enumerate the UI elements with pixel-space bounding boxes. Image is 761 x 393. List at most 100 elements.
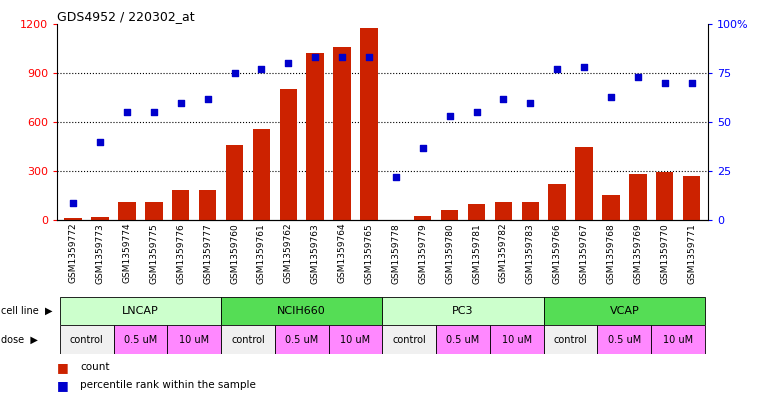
Bar: [543, 325, 597, 354]
Text: GSM1359769: GSM1359769: [633, 223, 642, 283]
Bar: [360, 28, 377, 220]
Text: GDS4952 / 220302_at: GDS4952 / 220302_at: [57, 10, 195, 23]
Text: percentile rank within the sample: percentile rank within the sample: [80, 380, 256, 390]
Bar: [167, 325, 221, 354]
Text: count: count: [80, 362, 110, 373]
Point: [605, 94, 617, 100]
Bar: [199, 190, 216, 220]
Bar: [145, 202, 163, 220]
Bar: [65, 218, 82, 220]
Bar: [651, 325, 705, 354]
Point: [148, 109, 160, 116]
Bar: [221, 297, 382, 325]
Text: GSM1359776: GSM1359776: [177, 223, 185, 283]
Bar: [549, 184, 566, 220]
Bar: [275, 325, 329, 354]
Text: GSM1359781: GSM1359781: [472, 223, 481, 283]
Point: [686, 80, 698, 86]
Bar: [656, 172, 673, 220]
Text: 10 uM: 10 uM: [179, 334, 209, 345]
Point: [336, 54, 349, 61]
Text: GSM1359780: GSM1359780: [445, 223, 454, 283]
Point: [94, 139, 107, 145]
Text: cell line  ▶: cell line ▶: [1, 306, 53, 316]
Bar: [253, 129, 270, 220]
Text: 0.5 uM: 0.5 uM: [124, 334, 157, 345]
Point: [524, 99, 537, 106]
Bar: [436, 325, 490, 354]
Text: GSM1359768: GSM1359768: [607, 223, 616, 283]
Point: [551, 66, 563, 72]
Text: GSM1359762: GSM1359762: [284, 223, 293, 283]
Text: LNCAP: LNCAP: [122, 306, 159, 316]
Bar: [521, 202, 539, 220]
Bar: [60, 325, 113, 354]
Text: 0.5 uM: 0.5 uM: [447, 334, 479, 345]
Bar: [441, 210, 458, 220]
Point: [256, 66, 268, 72]
Text: 10 uM: 10 uM: [663, 334, 693, 345]
Bar: [329, 325, 382, 354]
Bar: [113, 325, 167, 354]
Point: [363, 54, 375, 61]
Bar: [683, 176, 700, 220]
Bar: [543, 297, 705, 325]
Text: ■: ■: [57, 361, 68, 374]
Bar: [91, 217, 109, 220]
Bar: [333, 47, 351, 220]
Point: [202, 95, 214, 102]
Bar: [602, 195, 619, 220]
Text: GSM1359783: GSM1359783: [526, 223, 535, 283]
Bar: [172, 190, 189, 220]
Bar: [279, 90, 297, 220]
Bar: [382, 325, 436, 354]
Text: GSM1359774: GSM1359774: [123, 223, 132, 283]
Bar: [495, 202, 512, 220]
Bar: [226, 145, 244, 220]
Text: VCAP: VCAP: [610, 306, 639, 316]
Bar: [382, 297, 543, 325]
Text: NCIH660: NCIH660: [277, 306, 326, 316]
Point: [632, 74, 644, 80]
Point: [309, 54, 321, 61]
Text: control: control: [554, 334, 587, 345]
Text: 0.5 uM: 0.5 uM: [608, 334, 641, 345]
Text: GSM1359761: GSM1359761: [257, 223, 266, 283]
Text: GSM1359775: GSM1359775: [149, 223, 158, 283]
Point: [497, 95, 509, 102]
Bar: [414, 217, 431, 220]
Text: GSM1359777: GSM1359777: [203, 223, 212, 283]
Text: GSM1359782: GSM1359782: [499, 223, 508, 283]
Text: GSM1359760: GSM1359760: [230, 223, 239, 283]
Bar: [597, 325, 651, 354]
Bar: [468, 204, 486, 220]
Text: GSM1359765: GSM1359765: [365, 223, 374, 283]
Text: GSM1359773: GSM1359773: [96, 223, 104, 283]
Text: control: control: [393, 334, 426, 345]
Point: [282, 60, 295, 66]
Text: GSM1359772: GSM1359772: [68, 223, 78, 283]
Bar: [221, 325, 275, 354]
Text: GSM1359766: GSM1359766: [552, 223, 562, 283]
Bar: [629, 174, 647, 220]
Bar: [60, 297, 221, 325]
Text: GSM1359763: GSM1359763: [310, 223, 320, 283]
Bar: [490, 325, 543, 354]
Text: ■: ■: [57, 378, 68, 392]
Point: [67, 200, 79, 206]
Text: GSM1359778: GSM1359778: [391, 223, 400, 283]
Text: GSM1359771: GSM1359771: [687, 223, 696, 283]
Text: PC3: PC3: [452, 306, 474, 316]
Text: GSM1359779: GSM1359779: [419, 223, 427, 283]
Point: [121, 109, 133, 116]
Text: GSM1359764: GSM1359764: [338, 223, 346, 283]
Bar: [118, 202, 135, 220]
Point: [658, 80, 670, 86]
Point: [578, 64, 590, 70]
Point: [416, 145, 428, 151]
Text: GSM1359767: GSM1359767: [580, 223, 588, 283]
Text: control: control: [231, 334, 265, 345]
Point: [444, 113, 456, 119]
Bar: [307, 53, 324, 220]
Point: [470, 109, 482, 116]
